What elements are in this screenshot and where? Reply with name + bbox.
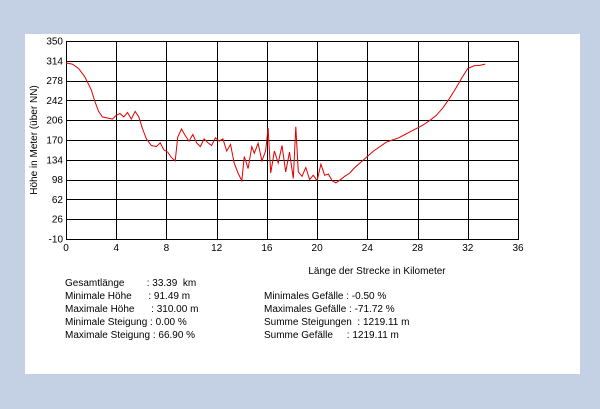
y-tick-label: 278 <box>46 76 63 87</box>
y-tick-label: 62 <box>52 195 64 206</box>
grid <box>66 41 519 240</box>
y-tick-label: -10 <box>49 235 64 246</box>
axes <box>66 41 519 240</box>
x-tick-label: 12 <box>211 243 223 254</box>
y-tick-label: 350 <box>46 37 63 48</box>
y-tick-label: 206 <box>46 116 63 127</box>
y-tick-label: 170 <box>46 136 63 147</box>
y-axis-title: Höhe in Meter (über NN) <box>29 85 40 194</box>
x-tick-label: 24 <box>362 243 374 254</box>
x-axis-title: Länge der Strecke in Kilometer <box>308 266 446 277</box>
plot-frame <box>66 41 519 240</box>
x-tick-label: 4 <box>113 243 119 254</box>
elevation-chart: 0 4 8 12 16 20 24 28 32 36 350 314 278 242 206 170 134 98… <box>29 37 524 278</box>
y-tick-label: 26 <box>52 215 64 226</box>
x-tick-label: 32 <box>462 243 474 254</box>
y-tick-label: 242 <box>46 96 63 107</box>
x-tick-label: 8 <box>164 243 170 254</box>
x-tick-label: 16 <box>261 243 273 254</box>
y-tick-label: 314 <box>46 56 63 67</box>
y-tick-label: 134 <box>46 155 63 166</box>
x-tick-label: 20 <box>312 243 324 254</box>
tick-labels: 0 4 8 12 16 20 24 28 32 36 350 314 278 242 206 170 134 98… <box>46 37 524 255</box>
y-tick-label: 98 <box>52 175 64 186</box>
x-tick-label: 36 <box>512 243 524 254</box>
chart-panel: 0 4 8 12 16 20 24 28 32 36 350 314 278 242 206 170 134 98… <box>25 34 580 374</box>
x-tick-label: 0 <box>63 243 69 254</box>
x-tick-label: 28 <box>412 243 424 254</box>
elevation-line <box>65 62 486 184</box>
elevation-series <box>65 62 486 184</box>
